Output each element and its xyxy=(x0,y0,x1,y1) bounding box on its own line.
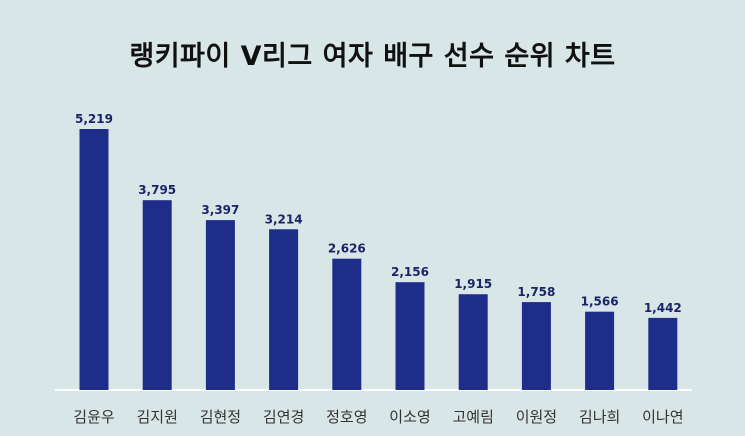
bar xyxy=(332,258,362,390)
bar xyxy=(205,220,235,390)
bar xyxy=(458,294,488,390)
bar xyxy=(521,302,551,390)
bar xyxy=(79,129,109,390)
category-tick-label: 고예림 xyxy=(452,408,493,426)
category-tick-label: 김나희 xyxy=(579,408,620,426)
bar xyxy=(269,229,299,390)
data-label: 1,915 xyxy=(454,277,492,291)
category-tick-label: 이나연 xyxy=(642,408,683,426)
data-label: 5,219 xyxy=(75,112,113,126)
category-tick-label: 김지원 xyxy=(136,408,177,426)
data-label: 1,566 xyxy=(581,295,619,309)
data-label: 2,156 xyxy=(391,265,429,279)
bar xyxy=(648,317,678,390)
bar xyxy=(585,311,615,390)
category-tick-label: 김현정 xyxy=(200,408,241,426)
category-tick-label: 정호영 xyxy=(326,408,367,426)
data-label: 3,795 xyxy=(138,183,176,197)
category-tick-label: 김연경 xyxy=(263,408,304,426)
bar xyxy=(142,200,172,390)
data-label: 3,397 xyxy=(201,203,239,217)
category-tick-label: 김윤우 xyxy=(73,408,115,426)
bar xyxy=(395,282,425,390)
data-label: 2,626 xyxy=(328,242,366,256)
data-label: 1,758 xyxy=(517,285,555,299)
data-label: 1,442 xyxy=(644,301,682,315)
chart-title: 랭키파이 V리그 여자 배구 선수 순위 차트 xyxy=(129,41,616,72)
data-label: 3,214 xyxy=(265,212,303,226)
category-tick-label: 이소영 xyxy=(389,408,430,426)
category-tick-label: 이원정 xyxy=(516,408,557,426)
